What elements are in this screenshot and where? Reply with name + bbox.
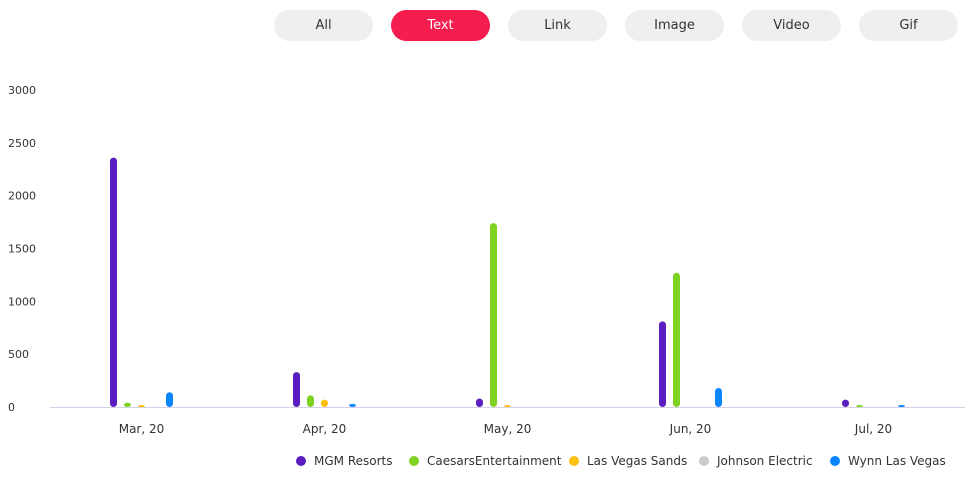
y-tick-label: 1500	[8, 243, 36, 256]
filter-link-button[interactable]: Link	[508, 10, 607, 41]
bar[interactable]	[659, 321, 666, 407]
bar[interactable]	[842, 399, 849, 407]
x-tick-label: Jul, 20	[854, 422, 892, 436]
y-tick-label: 1000	[8, 295, 36, 308]
legend-item[interactable]: Las Vegas Sands	[569, 452, 687, 470]
bar[interactable]	[110, 157, 117, 407]
y-tick-label: 3000	[8, 84, 36, 97]
x-tick-label: Apr, 20	[303, 422, 347, 436]
bar[interactable]	[856, 405, 863, 407]
bar[interactable]	[293, 372, 300, 407]
legend-label: Johnson Electric	[717, 454, 813, 468]
bar[interactable]	[715, 387, 722, 407]
filter-gif-button[interactable]: Gif	[859, 10, 958, 41]
bar[interactable]	[504, 405, 511, 407]
bar[interactable]	[124, 402, 131, 407]
bar[interactable]	[673, 272, 680, 407]
bar[interactable]	[307, 395, 314, 407]
filter-text-button[interactable]: Text	[391, 10, 490, 41]
x-tick-label: Mar, 20	[119, 422, 165, 436]
bar[interactable]	[349, 403, 356, 407]
legend-label: Wynn Las Vegas	[848, 454, 946, 468]
legend-item[interactable]: MGM Resorts	[296, 452, 393, 470]
legend-item[interactable]: CaesarsEntertainment	[409, 452, 562, 470]
legend-label: Las Vegas Sands	[587, 454, 688, 468]
legend-item[interactable]: Johnson Electric	[699, 452, 813, 470]
legend-item[interactable]: Wynn Las Vegas	[830, 452, 946, 470]
content-type-filter: All Text Link Image Video Gif	[274, 10, 960, 41]
filter-image-button[interactable]: Image	[625, 10, 724, 41]
y-tick-label: 500	[8, 348, 29, 361]
legend-dot-icon	[296, 456, 306, 466]
legend-dot-icon	[830, 456, 840, 466]
legend-label: CaesarsEntertainment	[427, 454, 562, 468]
y-tick-label: 2500	[8, 137, 36, 150]
bar[interactable]	[321, 399, 328, 407]
legend-dot-icon	[569, 456, 579, 466]
legend-label: MGM Resorts	[314, 454, 393, 468]
x-tick-label: May, 20	[484, 422, 532, 436]
filter-video-button[interactable]: Video	[742, 10, 841, 41]
bar[interactable]	[898, 405, 905, 407]
bar[interactable]	[490, 223, 497, 407]
legend-dot-icon	[409, 456, 419, 466]
x-tick-label: Jun, 20	[669, 422, 712, 436]
filter-all-button[interactable]: All	[274, 10, 373, 41]
y-tick-label: 0	[8, 401, 15, 414]
legend-dot-icon	[699, 456, 709, 466]
bar[interactable]	[476, 398, 483, 407]
y-tick-label: 2000	[8, 190, 36, 203]
bar[interactable]	[138, 405, 145, 407]
bar[interactable]	[166, 392, 173, 407]
